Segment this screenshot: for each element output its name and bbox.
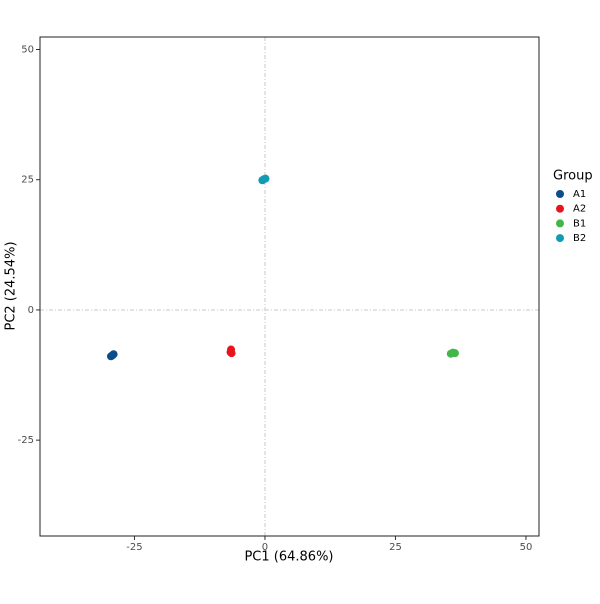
legend-label: A1 bbox=[573, 189, 586, 200]
legend-label: B2 bbox=[573, 233, 586, 244]
plot-border bbox=[39, 36, 540, 537]
point bbox=[109, 350, 118, 359]
legend-marker bbox=[556, 190, 564, 198]
point bbox=[261, 174, 270, 183]
x-tick-label: 0 bbox=[262, 542, 268, 553]
legend-marker bbox=[556, 234, 564, 243]
legend-marker bbox=[556, 219, 564, 228]
legend-marker bbox=[556, 204, 564, 213]
y-tick-label: 50 bbox=[21, 45, 34, 56]
x-tick-label: 25 bbox=[389, 542, 402, 553]
y-tick-label: 25 bbox=[21, 175, 34, 186]
point bbox=[450, 349, 459, 358]
y-axis-title: PC2 (24.54%) bbox=[4, 241, 19, 330]
x-tick-label: 50 bbox=[520, 542, 533, 553]
legend-title: Group bbox=[553, 169, 593, 184]
y-tick-label: 0 bbox=[28, 305, 34, 316]
x-axis-title: PC1 (64.86%) bbox=[244, 550, 333, 565]
legend-label: A2 bbox=[573, 204, 586, 215]
legend-label: B1 bbox=[573, 218, 586, 229]
y-tick-label: -25 bbox=[18, 435, 34, 446]
x-tick-label: -25 bbox=[126, 542, 142, 553]
point bbox=[227, 349, 236, 358]
